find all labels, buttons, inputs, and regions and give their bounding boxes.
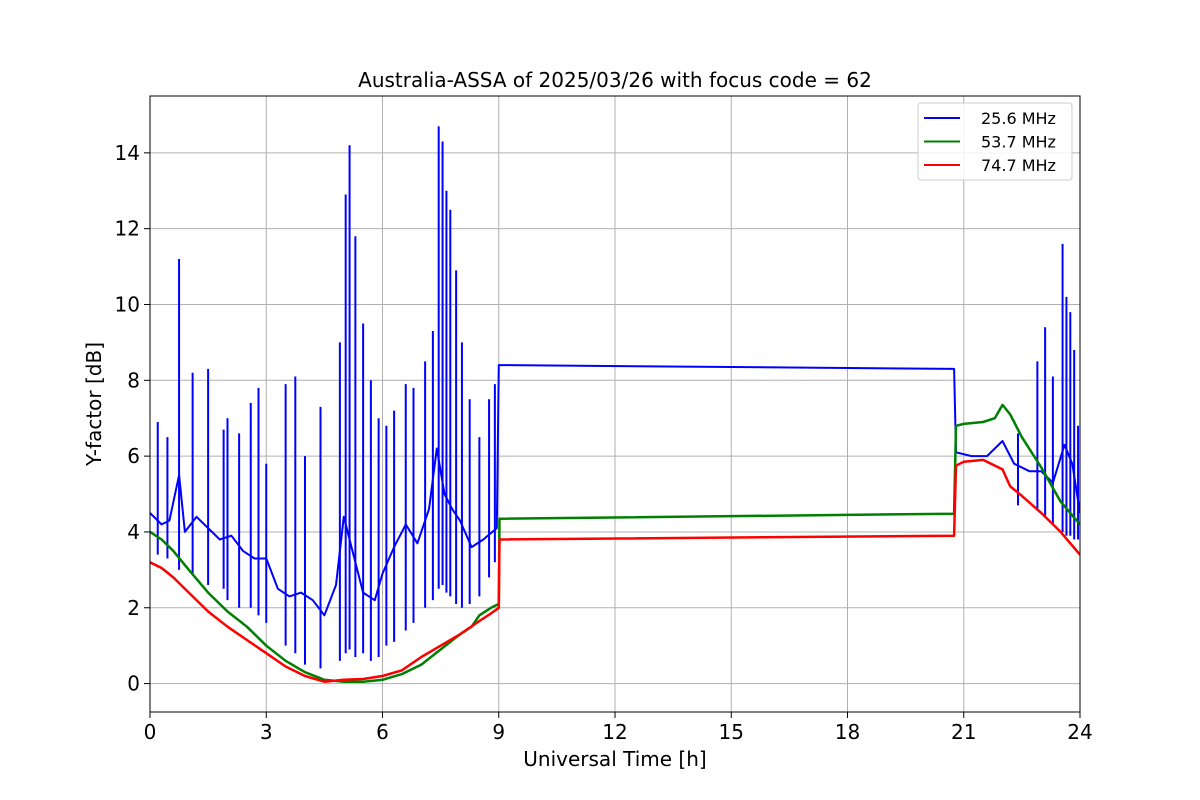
x-tick-label: 24: [1067, 720, 1092, 744]
x-axis-ticks: 0 3 6 9 12 15 18 21 24: [144, 712, 1093, 744]
x-tick-label: 0: [144, 720, 157, 744]
y-tick-label: 14: [115, 141, 140, 165]
legend-label: 25.6 MHz: [981, 109, 1056, 128]
y-axis-ticks: 0 2 4 6 8 10 12 14: [115, 141, 150, 696]
chart-title: Australia-ASSA of 2025/03/26 with focus …: [358, 68, 872, 92]
spikes-25-6-mhz: [156, 126, 1080, 669]
legend-label: 74.7 MHz: [981, 156, 1056, 175]
x-tick-label: 15: [719, 720, 744, 744]
y-tick-label: 8: [127, 368, 140, 392]
y-tick-label: 12: [115, 217, 140, 241]
series-line-74-7-mhz: [150, 458, 1080, 683]
legend-box: [917, 102, 1073, 181]
x-axis-label: Universal Time [h]: [523, 747, 706, 771]
series-line-53-7-mhz: [150, 403, 1080, 683]
series-line-25-6-mhz: [150, 364, 1080, 617]
x-tick-label: 6: [376, 720, 389, 744]
y-tick-label: 0: [127, 672, 140, 696]
x-tick-label: 3: [260, 720, 273, 744]
y-tick-label: 4: [127, 520, 140, 544]
plot-area: [150, 126, 1080, 683]
x-tick-label: 12: [602, 720, 627, 744]
series-layer: [150, 126, 1080, 683]
y-tick-label: 6: [127, 444, 140, 468]
legend: 25.6 MHz 53.7 MHz 74.7 MHz: [917, 102, 1073, 181]
y-axis-label: Y-factor [dB]: [82, 342, 106, 467]
y-tick-label: 10: [115, 292, 140, 316]
y-tick-label: 2: [127, 596, 140, 620]
x-tick-label: 18: [835, 720, 860, 744]
legend-label: 53.7 MHz: [981, 133, 1056, 152]
x-tick-label: 9: [492, 720, 505, 744]
x-tick-label: 21: [951, 720, 976, 744]
